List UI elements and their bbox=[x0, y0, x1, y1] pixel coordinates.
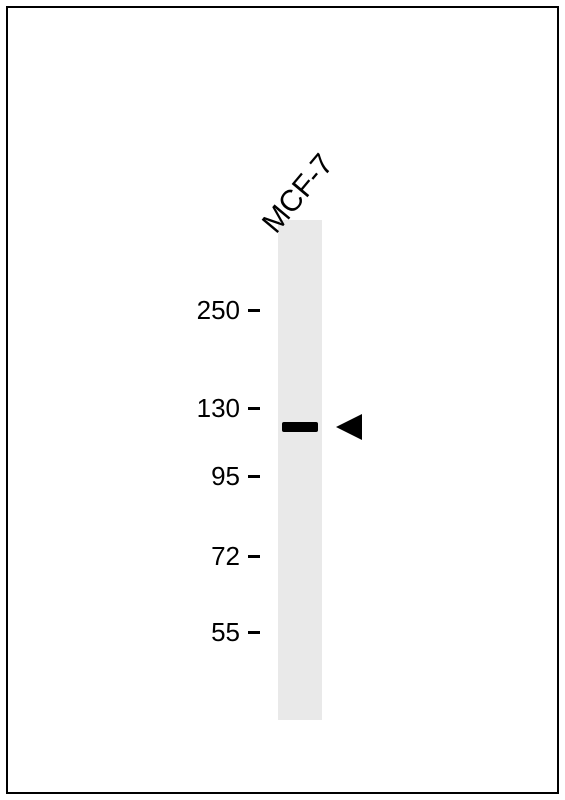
marker-label: 72 bbox=[211, 541, 240, 572]
marker-tick bbox=[248, 475, 260, 478]
marker-tick bbox=[248, 407, 260, 410]
marker-tick bbox=[248, 631, 260, 634]
marker-label: 130 bbox=[197, 393, 240, 424]
marker-label: 55 bbox=[211, 617, 240, 648]
marker-tick bbox=[248, 555, 260, 558]
protein-band bbox=[282, 422, 318, 432]
marker-label: 250 bbox=[197, 295, 240, 326]
marker-label: 95 bbox=[211, 461, 240, 492]
blot-lane bbox=[278, 220, 322, 720]
band-arrow-icon bbox=[336, 414, 362, 440]
marker-tick bbox=[248, 309, 260, 312]
